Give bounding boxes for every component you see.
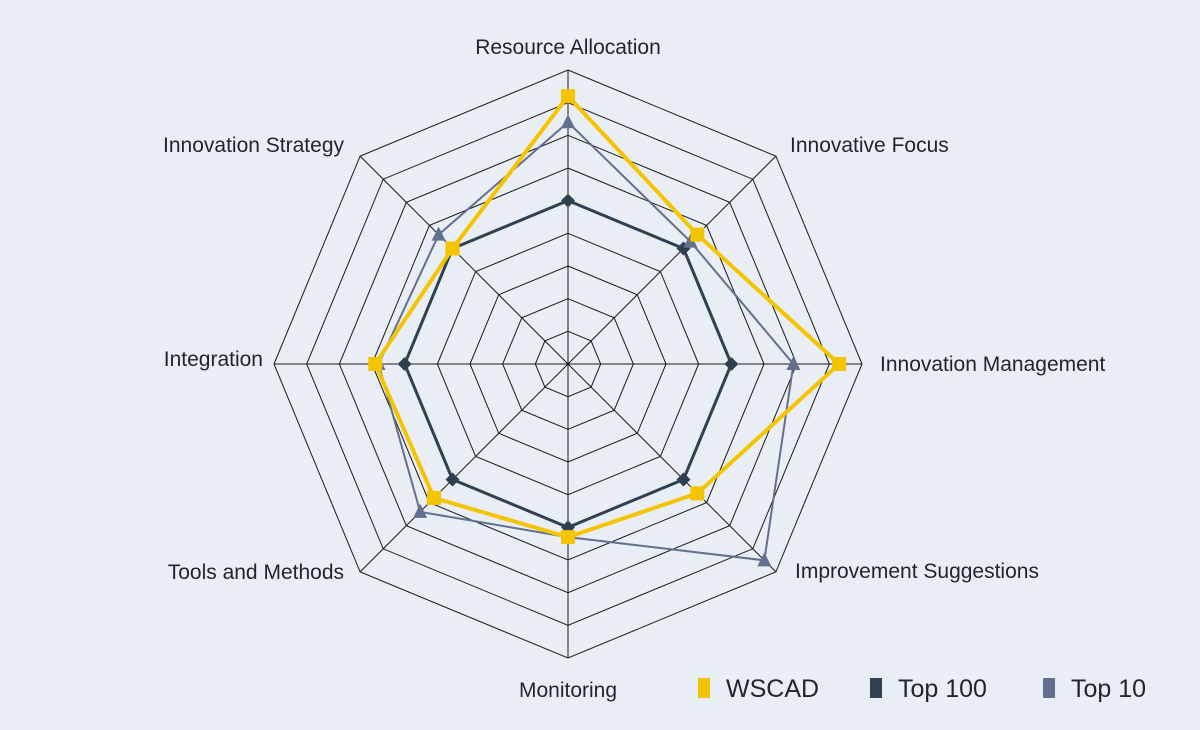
legend-swatch	[698, 678, 710, 698]
legend-item-wscad: WSCAD	[698, 675, 819, 703]
top-100-marker	[445, 472, 460, 487]
legend-item-top-10: Top 10	[1043, 675, 1146, 703]
legend-swatch	[1043, 678, 1055, 698]
wscad-marker	[690, 486, 705, 501]
axis-spoke	[359, 155, 569, 365]
axis-label: Tools and Methods	[168, 561, 344, 584]
axis-spoke	[359, 363, 569, 573]
axis-label: Innovative Focus	[790, 134, 949, 157]
legend-label: Top 10	[1071, 675, 1146, 703]
wscad-marker	[368, 357, 383, 371]
legend-label: WSCAD	[726, 675, 819, 703]
top-100-marker	[676, 472, 691, 487]
axis-label: Resource Allocation	[475, 36, 661, 59]
legend-item-top-100: Top 100	[870, 675, 987, 703]
axis-label: Monitoring	[519, 679, 617, 702]
wscad-marker	[445, 241, 460, 256]
top-100-marker	[397, 357, 412, 371]
legend-swatch	[870, 678, 882, 698]
axis-label: Improvement Suggestions	[795, 560, 1039, 583]
legend-label: Top 100	[898, 675, 987, 703]
wscad-marker	[561, 89, 575, 104]
series-wscad	[368, 89, 847, 545]
axis-spoke	[567, 363, 777, 573]
wscad-marker	[690, 227, 705, 242]
legend: WSCAD Top 100 Top 10	[698, 675, 1146, 703]
axis-label: Innovation Strategy	[163, 134, 344, 157]
axis-labels: Resource Allocation Innovative Focus Innov…	[163, 36, 1105, 702]
top-100-marker	[724, 357, 739, 371]
radar-grid	[273, 69, 863, 659]
top-10-marker	[413, 503, 428, 518]
top-100-marker	[561, 193, 575, 208]
wscad-marker	[832, 357, 847, 371]
top-10-marker	[561, 114, 575, 129]
wscad-marker	[561, 530, 575, 545]
wscad-marker	[427, 490, 442, 505]
series-layer	[368, 89, 847, 567]
top-10-marker	[786, 356, 801, 370]
axis-spoke	[567, 155, 777, 365]
axis-label: Integration	[164, 348, 263, 371]
top-10-marker	[757, 552, 772, 567]
top-10-marker	[431, 226, 446, 241]
axis-label: Innovation Management	[880, 353, 1105, 376]
